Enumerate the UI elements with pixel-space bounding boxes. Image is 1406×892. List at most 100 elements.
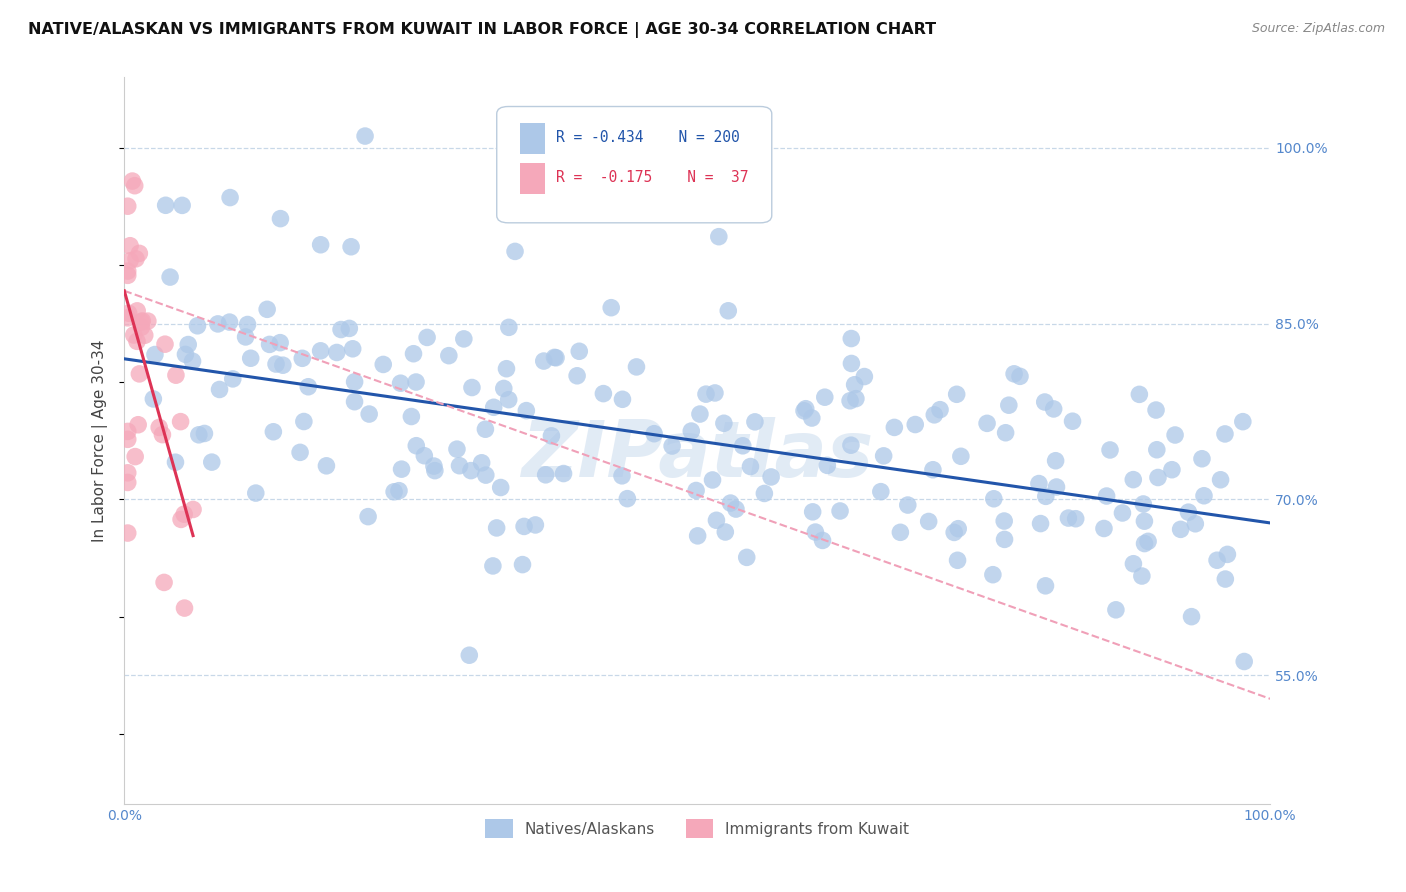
Point (918, 515, 941, 529)
Point (681, 424, 703, 438)
Point (389, 376, 412, 391)
Point (872, 449, 894, 463)
Point (735, 550, 758, 565)
Point (533, 354, 555, 368)
Text: ZIPatlas: ZIPatlas (522, 417, 873, 493)
Point (125, 334, 148, 349)
Point (131, 314, 153, 328)
Text: R = -0.434    N = 200: R = -0.434 N = 200 (557, 130, 740, 145)
Point (148, 420, 170, 434)
Point (612, 392, 634, 407)
Point (474, 422, 496, 436)
Point (1062, 414, 1084, 428)
Point (744, 415, 766, 429)
Point (706, 513, 728, 527)
Point (702, 473, 724, 487)
Point (489, 481, 512, 495)
Point (118, 253, 141, 268)
Point (839, 393, 862, 408)
Point (1035, 489, 1057, 503)
Point (245, 486, 267, 500)
Point (1008, 369, 1031, 384)
Point (153, 575, 176, 590)
Point (117, 310, 139, 325)
Point (288, 445, 311, 459)
Point (513, 519, 536, 533)
Point (924, 408, 946, 422)
Point (1042, 401, 1064, 416)
Point (292, 415, 315, 429)
Point (174, 347, 197, 361)
Legend: Natives/Alaskans, Immigrants from Kuwait: Natives/Alaskans, Immigrants from Kuwait (479, 814, 915, 844)
Point (117, 268, 139, 283)
Point (269, 211, 291, 226)
Point (359, 407, 381, 421)
Point (945, 387, 967, 401)
Point (437, 349, 460, 363)
Point (401, 409, 423, 424)
Point (1095, 489, 1118, 503)
Point (208, 383, 231, 397)
Point (553, 467, 575, 481)
Point (492, 381, 515, 395)
Point (512, 558, 534, 572)
Point (122, 328, 145, 343)
Point (117, 199, 139, 213)
Point (1128, 387, 1150, 401)
Point (117, 466, 139, 480)
Point (193, 426, 215, 441)
Point (1177, 505, 1199, 519)
Point (929, 402, 952, 417)
Point (142, 392, 165, 406)
Point (1191, 451, 1213, 466)
Point (540, 429, 562, 443)
Point (330, 322, 353, 336)
Point (1233, 655, 1256, 669)
Point (173, 601, 195, 615)
Point (169, 415, 191, 429)
Point (120, 238, 142, 252)
Point (839, 438, 862, 452)
Point (117, 433, 139, 447)
Point (131, 320, 153, 334)
Point (315, 458, 337, 473)
Point (793, 404, 815, 418)
Point (1064, 512, 1087, 526)
Point (943, 525, 966, 540)
Point (1180, 609, 1202, 624)
Point (446, 442, 468, 457)
Point (1133, 536, 1156, 550)
Y-axis label: In Labor Force | Age 30-34: In Labor Force | Age 30-34 (93, 340, 108, 542)
Point (186, 318, 208, 333)
Point (498, 392, 520, 407)
Point (1029, 516, 1052, 531)
Point (449, 458, 471, 473)
Point (845, 392, 868, 406)
FancyBboxPatch shape (496, 106, 772, 223)
Point (1209, 473, 1232, 487)
Point (717, 303, 740, 318)
Point (181, 354, 204, 368)
Point (1147, 470, 1170, 484)
Point (117, 526, 139, 541)
Point (218, 315, 240, 329)
Point (117, 264, 139, 278)
Point (264, 357, 287, 371)
Point (127, 304, 149, 318)
Point (1216, 548, 1239, 562)
Point (309, 237, 332, 252)
Point (134, 328, 156, 343)
Point (236, 318, 259, 332)
Point (759, 470, 782, 484)
Point (1111, 506, 1133, 520)
Point (839, 332, 862, 346)
Point (994, 425, 1017, 440)
Point (219, 190, 242, 204)
Point (740, 459, 762, 474)
Point (291, 351, 314, 366)
Point (661, 439, 683, 453)
Point (1098, 442, 1121, 457)
Point (405, 439, 427, 453)
Point (1045, 454, 1067, 468)
Point (458, 648, 481, 663)
